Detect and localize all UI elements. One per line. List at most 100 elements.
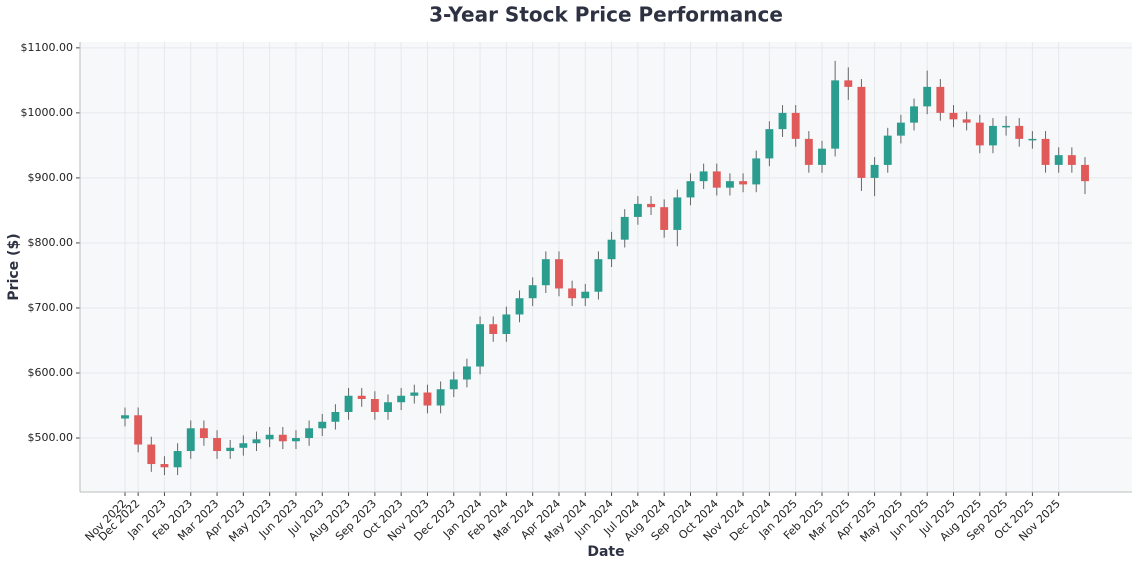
candle-body bbox=[712, 171, 721, 188]
candle-body bbox=[489, 324, 498, 334]
candle-body bbox=[844, 80, 853, 87]
candle bbox=[883, 127, 892, 173]
candle-body bbox=[647, 203, 655, 208]
candle-body bbox=[160, 464, 169, 468]
candle bbox=[857, 79, 866, 191]
candle-body bbox=[607, 239, 616, 260]
candle bbox=[555, 251, 563, 297]
candle bbox=[989, 118, 997, 154]
candle bbox=[1015, 118, 1024, 147]
candle-body bbox=[804, 138, 813, 165]
candle-body bbox=[896, 122, 905, 136]
candle bbox=[936, 79, 945, 121]
candle bbox=[1054, 147, 1063, 173]
candle-body bbox=[134, 415, 143, 445]
y-tick-label: $1000.00 bbox=[21, 106, 74, 119]
candle-body bbox=[581, 291, 590, 299]
candle bbox=[265, 426, 274, 448]
candle bbox=[410, 384, 419, 404]
candle bbox=[305, 420, 314, 446]
candle-body bbox=[936, 86, 945, 113]
chart-title: 3-Year Stock Price Performance bbox=[429, 3, 783, 27]
candle bbox=[121, 407, 129, 427]
candle-body bbox=[292, 438, 300, 442]
candle-body bbox=[173, 451, 182, 468]
candle-body bbox=[1041, 138, 1050, 165]
candle-body bbox=[252, 439, 261, 444]
candle bbox=[226, 439, 235, 459]
candle-body bbox=[476, 324, 485, 367]
candle-body bbox=[199, 428, 208, 439]
candle bbox=[1081, 157, 1089, 195]
candle-body bbox=[397, 395, 406, 403]
candle bbox=[686, 173, 695, 206]
candle bbox=[910, 98, 918, 131]
candle bbox=[239, 435, 248, 456]
candle-body bbox=[594, 259, 603, 292]
candle-body bbox=[213, 438, 221, 452]
candle bbox=[725, 173, 734, 196]
candle bbox=[791, 105, 800, 147]
candle bbox=[594, 251, 603, 300]
candle-body bbox=[778, 112, 787, 130]
candle-body bbox=[410, 392, 419, 396]
candle bbox=[462, 358, 471, 388]
candle-body bbox=[883, 135, 892, 165]
candle-body bbox=[331, 412, 340, 422]
candle-body bbox=[555, 259, 563, 289]
candle bbox=[804, 131, 813, 173]
candle bbox=[134, 407, 143, 453]
candle bbox=[186, 420, 195, 459]
candle bbox=[436, 381, 445, 414]
candle bbox=[620, 209, 629, 248]
candle-body bbox=[502, 314, 511, 334]
candle-body bbox=[752, 158, 761, 185]
candle bbox=[1002, 116, 1011, 136]
candle bbox=[344, 387, 353, 420]
candle-body bbox=[791, 112, 800, 139]
candle-body bbox=[568, 288, 577, 299]
candle-body bbox=[226, 447, 235, 452]
candle bbox=[765, 121, 774, 167]
candle bbox=[975, 114, 984, 154]
candle bbox=[397, 387, 406, 411]
candle bbox=[160, 456, 169, 476]
y-tick-label: $600.00 bbox=[28, 366, 74, 379]
candle-body bbox=[147, 444, 156, 465]
candle-body bbox=[344, 395, 353, 413]
candle-body bbox=[449, 379, 458, 390]
candle-body bbox=[357, 395, 366, 400]
candle bbox=[699, 163, 708, 189]
candle-body bbox=[121, 415, 129, 419]
candle bbox=[331, 404, 340, 430]
y-tick-label: $500.00 bbox=[28, 431, 74, 444]
candle-body bbox=[910, 106, 918, 123]
candle-body bbox=[436, 389, 445, 406]
candle bbox=[384, 394, 392, 420]
candle-body bbox=[686, 181, 695, 198]
candle bbox=[778, 105, 787, 137]
y-tick-label: $900.00 bbox=[28, 171, 74, 184]
candle bbox=[292, 430, 300, 450]
candle bbox=[318, 413, 327, 437]
y-tick-label: $1100.00 bbox=[21, 41, 74, 54]
candle bbox=[568, 280, 577, 307]
candle bbox=[213, 430, 221, 459]
candle-body bbox=[725, 181, 734, 188]
candle bbox=[423, 384, 432, 414]
candle-body bbox=[699, 171, 708, 182]
candle-body bbox=[1067, 155, 1076, 165]
candle-body bbox=[633, 203, 642, 217]
candle bbox=[896, 114, 905, 144]
candle bbox=[647, 196, 655, 215]
candle-body bbox=[660, 207, 669, 230]
candle bbox=[476, 316, 485, 375]
candle-body bbox=[305, 428, 314, 439]
candle bbox=[199, 420, 208, 446]
candle-body bbox=[186, 428, 195, 452]
candle bbox=[489, 316, 498, 342]
candle-body bbox=[462, 366, 471, 380]
candle-body bbox=[1028, 138, 1037, 141]
